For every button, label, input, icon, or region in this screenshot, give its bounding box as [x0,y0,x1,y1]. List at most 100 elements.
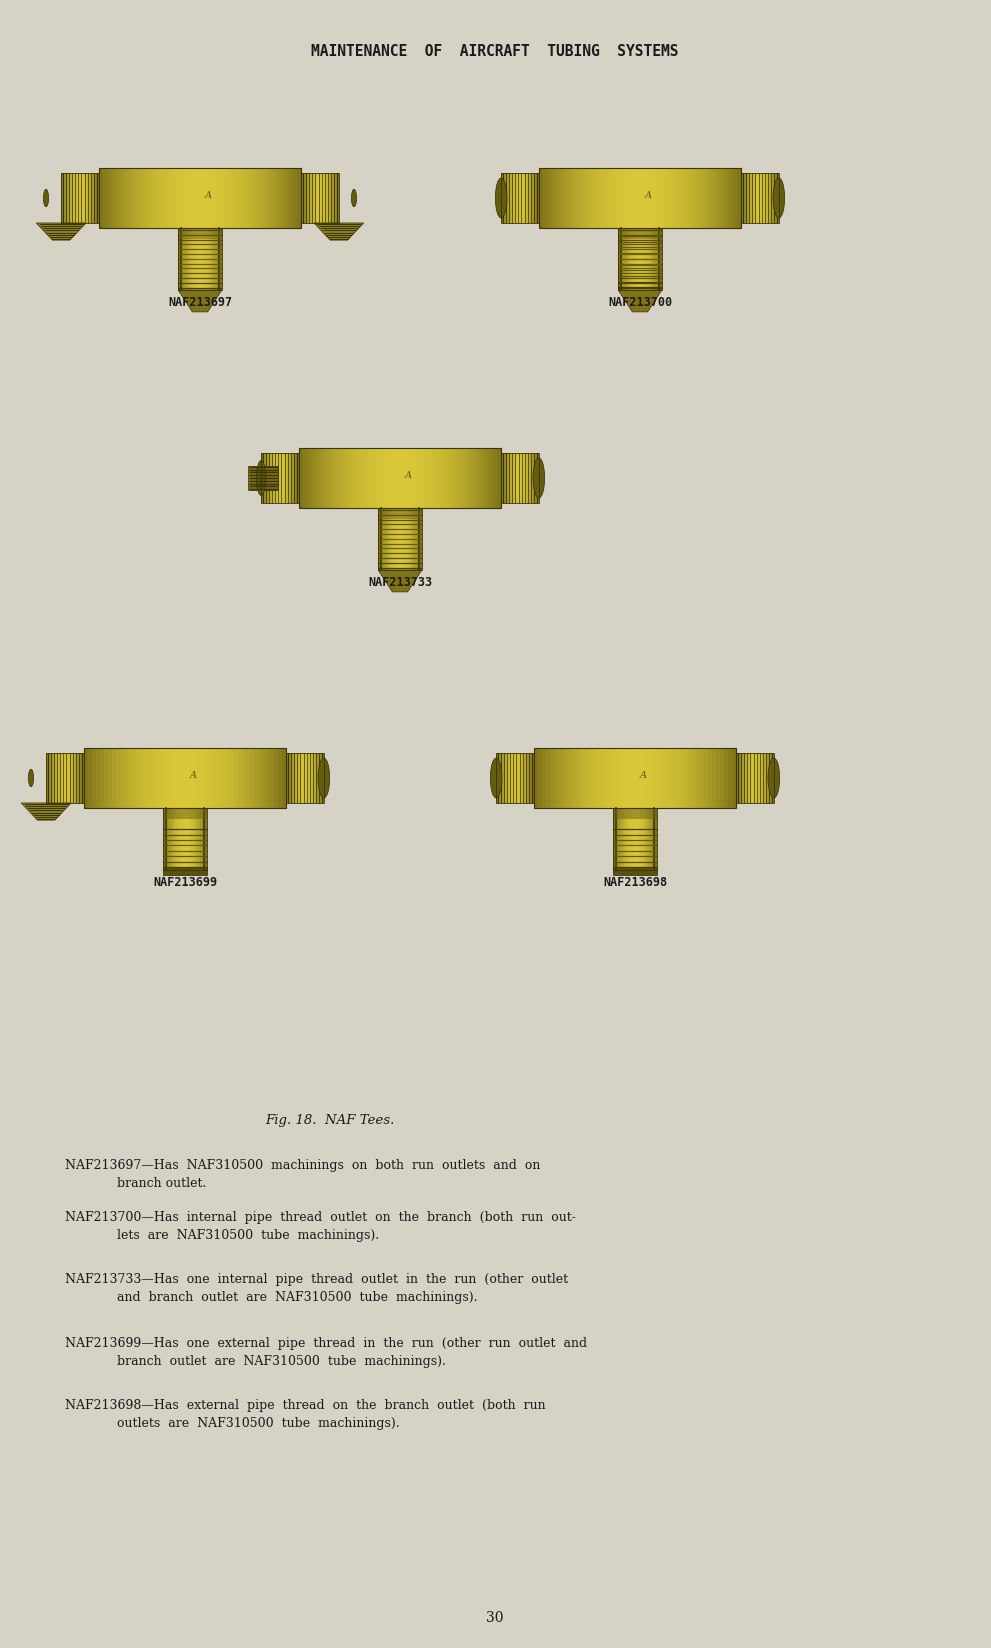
Bar [281,170,285,229]
Bar [182,808,184,870]
Bar [637,808,640,870]
Bar [496,753,497,804]
Bar [280,453,282,504]
Ellipse shape [533,458,545,499]
Bar [137,748,141,808]
Bar [705,170,710,229]
Bar [178,229,222,290]
Bar [204,170,209,229]
Bar [481,450,486,508]
Bar [299,753,301,804]
Bar [278,453,279,504]
Bar [281,453,283,504]
Bar [526,175,527,224]
Bar [613,808,657,819]
Bar [651,229,654,290]
Bar [135,170,140,229]
Bar [623,808,626,870]
Polygon shape [21,804,71,821]
Bar [323,450,327,508]
Bar [81,175,83,224]
Bar [600,170,604,229]
Bar [420,450,425,508]
Bar [78,175,80,224]
Bar [635,229,638,290]
Bar [322,175,323,224]
Bar [263,453,264,504]
Bar [96,748,100,808]
Bar [193,808,195,870]
Bar [750,175,751,224]
Bar [648,229,650,290]
Bar [220,170,225,229]
Bar [523,753,524,804]
Bar [194,808,197,870]
Bar [175,808,177,870]
Bar [749,753,751,804]
Bar [510,175,512,224]
Text: Fig. 18.  NAF Tees.: Fig. 18. NAF Tees. [266,1114,394,1126]
Bar [627,748,631,808]
Bar [524,453,525,504]
Polygon shape [178,290,222,313]
Bar [408,508,410,570]
Bar [152,170,156,229]
Bar [312,753,313,804]
Bar [588,170,592,229]
Bar [445,450,449,508]
Bar [277,170,281,229]
Bar [515,453,517,504]
Text: NAF213698: NAF213698 [603,877,667,888]
Bar [336,175,337,224]
Bar [693,170,698,229]
Bar [771,753,772,804]
Bar [271,453,273,504]
Bar [514,453,515,504]
Text: MAINTENANCE  OF  AIRCRAFT  TUBING  SYSTEMS: MAINTENANCE OF AIRCRAFT TUBING SYSTEMS [311,44,679,59]
Bar [63,175,64,224]
Bar [701,170,706,229]
Bar [579,170,584,229]
Bar [66,175,68,224]
Bar [194,229,196,290]
Bar [328,175,330,224]
Bar [153,748,158,808]
Bar [149,748,153,808]
Bar [498,753,499,804]
Bar [148,170,152,229]
Bar [505,175,507,224]
Bar [595,748,599,808]
Bar [523,175,525,224]
Bar [627,808,629,870]
Bar [61,175,98,224]
Bar [473,450,478,508]
Bar [625,229,627,290]
Bar [311,450,315,508]
Bar [461,450,466,508]
Bar [490,450,494,508]
Bar [721,170,725,229]
Bar [532,175,534,224]
Text: NAF213733—Has  one  internal  pipe  thread  outlet  in  the  run  (other  outlet: NAF213733—Has one internal pipe thread o… [65,1272,568,1304]
Bar [292,453,293,504]
Bar [673,170,677,229]
Bar [681,170,685,229]
Bar [516,453,518,504]
Bar [168,808,170,870]
Bar [527,175,528,224]
Bar [179,170,184,229]
Bar [763,175,764,224]
Bar [250,748,255,808]
Bar [73,753,74,804]
Bar [289,453,290,504]
Bar [587,748,591,808]
Bar [178,229,180,290]
Bar [199,229,201,290]
Bar [513,453,514,504]
Bar [401,508,403,570]
Bar [59,753,60,804]
Bar [524,175,526,224]
Bar [305,175,307,224]
Bar [222,748,226,808]
Bar [275,748,278,808]
